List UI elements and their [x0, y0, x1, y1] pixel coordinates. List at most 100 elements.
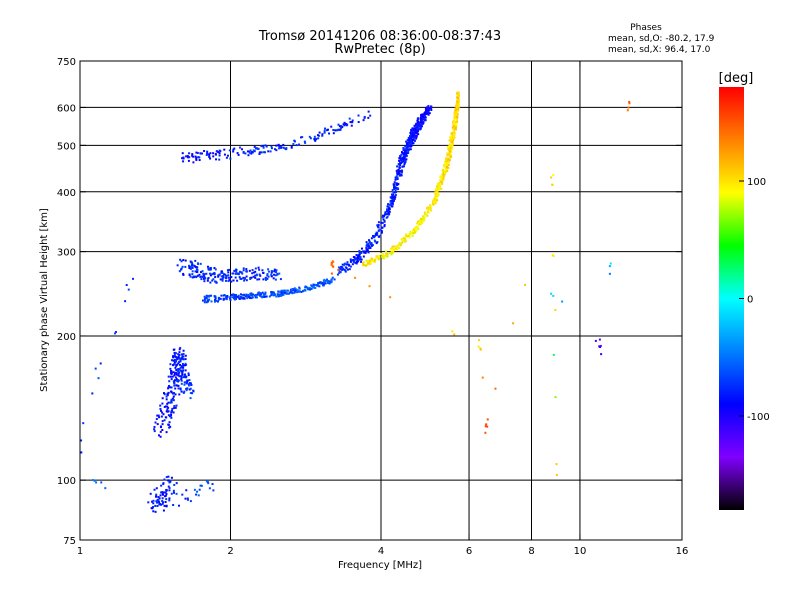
- echo-point: [434, 198, 437, 201]
- y-tick-label: 600: [57, 103, 76, 114]
- echo-point: [411, 234, 414, 237]
- echo-point: [381, 216, 384, 219]
- echo-point: [291, 291, 294, 294]
- echo-point: [189, 500, 192, 503]
- echo-point: [346, 261, 349, 264]
- echo-point: [166, 402, 169, 405]
- echo-point: [343, 268, 346, 271]
- echo-point: [382, 255, 385, 258]
- echo-point: [205, 272, 208, 275]
- echo-point: [234, 276, 237, 279]
- echo-point: [172, 399, 175, 402]
- echo-point: [183, 390, 186, 393]
- echo-point: [228, 268, 231, 271]
- echo-point: [457, 104, 460, 107]
- echo-point: [214, 276, 217, 279]
- echo-point: [415, 129, 418, 132]
- echo-point: [426, 106, 429, 109]
- echo-point: [403, 237, 406, 240]
- echo-point: [339, 267, 342, 270]
- echo-point: [236, 295, 239, 298]
- echo-point: [407, 136, 410, 139]
- echo-point: [385, 252, 388, 255]
- echo-point: [222, 297, 225, 300]
- echo-point: [161, 499, 164, 502]
- echo-point: [212, 152, 215, 155]
- echo-point: [411, 232, 414, 235]
- echo-point: [238, 297, 241, 300]
- echo-point: [251, 272, 254, 275]
- echo-point: [213, 300, 216, 303]
- echo-point: [165, 431, 168, 434]
- echo-point: [280, 289, 283, 292]
- echo-point: [244, 295, 247, 298]
- echo-point: [181, 152, 184, 155]
- echo-point: [198, 273, 201, 276]
- y-tick-label: 100: [57, 476, 76, 487]
- echo-point: [159, 404, 162, 407]
- echo-point: [167, 375, 170, 378]
- echo-point: [254, 147, 257, 150]
- echo-point: [304, 286, 307, 289]
- echo-point: [314, 286, 317, 289]
- echo-point: [403, 156, 406, 159]
- echo-point: [550, 176, 553, 179]
- echo-point: [158, 497, 161, 500]
- echo-point: [385, 250, 388, 253]
- echo-point: [394, 189, 397, 192]
- echo-point: [626, 109, 629, 112]
- echo-point: [155, 500, 158, 503]
- echo-point: [184, 362, 187, 365]
- echo-point: [182, 160, 185, 163]
- echo-point: [351, 121, 354, 124]
- echo-point: [248, 269, 251, 272]
- echo-point: [199, 275, 202, 278]
- echo-point: [356, 254, 359, 257]
- echo-point: [252, 275, 255, 278]
- echo-point: [159, 494, 162, 497]
- echo-point: [183, 383, 186, 386]
- echo-point: [386, 205, 389, 208]
- echo-point: [168, 384, 171, 387]
- echo-point: [162, 392, 165, 395]
- echo-point: [217, 274, 220, 277]
- echo-point: [419, 220, 422, 223]
- echo-point: [175, 364, 178, 367]
- echo-point: [203, 149, 206, 152]
- echo-point: [599, 344, 602, 347]
- echo-point: [172, 489, 175, 492]
- echo-point: [453, 123, 456, 126]
- echo-point: [255, 296, 258, 299]
- echo-point: [214, 295, 217, 298]
- echo-point: [221, 279, 224, 282]
- echo-point: [262, 271, 265, 274]
- echo-point: [188, 264, 191, 267]
- echo-point: [262, 151, 265, 154]
- echo-point: [423, 211, 426, 214]
- echo-point: [409, 230, 412, 233]
- echo-point: [208, 295, 211, 298]
- echo-point: [403, 152, 406, 155]
- echo-point: [205, 301, 208, 304]
- echo-point: [392, 186, 395, 189]
- echo-point: [163, 393, 166, 396]
- echo-point: [186, 154, 189, 157]
- echo-point: [241, 148, 244, 151]
- y-tick-label: 750: [57, 57, 76, 68]
- echo-point: [407, 145, 410, 148]
- echo-point: [167, 423, 170, 426]
- echo-point: [377, 221, 380, 224]
- echo-point: [427, 107, 430, 110]
- echo-point: [393, 196, 396, 199]
- echo-point: [165, 395, 168, 398]
- echo-point: [164, 501, 167, 504]
- echo-point: [195, 157, 198, 160]
- echo-point: [403, 153, 406, 156]
- echo-point: [341, 266, 344, 269]
- echo-point: [272, 291, 275, 294]
- echo-point: [229, 296, 232, 299]
- echo-point: [397, 172, 400, 175]
- echo-point: [175, 373, 178, 376]
- echo-point: [454, 109, 457, 112]
- echo-point: [226, 269, 229, 272]
